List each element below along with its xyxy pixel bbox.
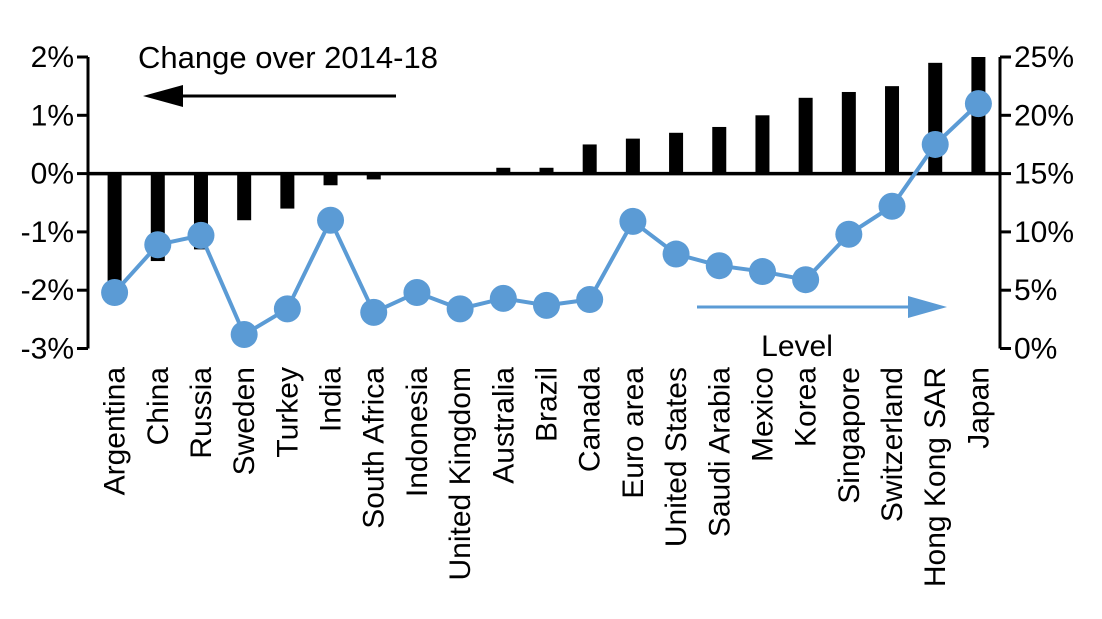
bar — [798, 97, 813, 174]
bar — [237, 173, 252, 221]
level-marker — [144, 231, 172, 259]
bar — [323, 173, 338, 186]
bar — [366, 173, 381, 180]
level-marker — [101, 279, 129, 307]
category-label: Saudi Arabia — [703, 367, 736, 537]
category-label: Canada — [574, 367, 607, 472]
level-marker — [964, 90, 992, 118]
level-marker — [835, 220, 863, 248]
left-arrow-icon — [143, 85, 183, 107]
category-label: United Kingdom — [444, 367, 477, 580]
left-axis-tick-label: -2% — [21, 274, 74, 307]
category-label: Australia — [487, 367, 520, 484]
category-label: Japan — [962, 367, 995, 449]
left-axis-tick-label: 1% — [31, 99, 74, 132]
level-marker — [489, 284, 517, 312]
level-marker — [403, 279, 431, 307]
category-label: Indonesia — [401, 367, 434, 497]
level-marker — [533, 291, 560, 319]
bar — [841, 91, 856, 174]
level-marker — [878, 192, 906, 220]
bar — [885, 86, 900, 174]
bar — [280, 173, 295, 209]
category-label: South Africa — [358, 367, 391, 529]
level-marker — [792, 266, 820, 294]
level-marker — [360, 298, 388, 326]
category-label: Hong Kong SAR — [919, 367, 952, 587]
level-marker — [921, 130, 949, 158]
left-axis-tick-label: 0% — [31, 158, 74, 191]
level-marker — [187, 221, 215, 249]
level-marker — [273, 295, 301, 323]
level-marker — [317, 206, 345, 234]
category-label: Korea — [790, 367, 823, 447]
level-marker — [705, 252, 733, 280]
category-label: Brazil — [531, 367, 564, 442]
category-label: Russia — [185, 367, 218, 459]
level-marker — [230, 321, 258, 349]
bar — [539, 167, 554, 174]
category-label: China — [142, 367, 175, 446]
bar — [669, 132, 684, 174]
bar — [496, 167, 511, 174]
level-marker — [446, 295, 474, 323]
right-axis-tick-label: 20% — [1014, 99, 1074, 132]
category-label: Mexico — [746, 367, 779, 462]
left-axis-tick-label: -1% — [21, 216, 74, 249]
bar-series-annotation-label: Change over 2014-18 — [138, 40, 438, 75]
level-marker — [619, 207, 647, 235]
category-label: Turkey — [271, 367, 304, 458]
left-axis-tick-label: 2% — [31, 41, 74, 74]
bar — [625, 138, 640, 174]
bar — [755, 115, 770, 174]
level-marker — [576, 286, 604, 314]
bar — [712, 126, 727, 174]
right-axis-tick-label: 25% — [1014, 41, 1074, 74]
line-series-annotation-label: Level — [761, 330, 833, 363]
category-label: Argentina — [99, 367, 132, 496]
right-axis-tick-label: 5% — [1014, 274, 1057, 307]
category-label: India — [315, 367, 348, 432]
category-label: Switzerland — [876, 367, 909, 522]
right-axis-tick-label: 15% — [1014, 158, 1074, 191]
right-axis-tick-label: 10% — [1014, 216, 1074, 249]
bar — [582, 144, 597, 174]
category-label: United States — [660, 367, 693, 547]
category-label: Euro area — [617, 367, 650, 499]
bar — [107, 173, 122, 285]
level-marker — [748, 258, 776, 286]
right-arrow-icon — [908, 296, 947, 318]
level-marker — [662, 240, 690, 268]
right-axis-tick-label: 0% — [1014, 333, 1057, 366]
category-label: Sweden — [228, 367, 261, 475]
left-axis-tick-label: -3% — [21, 333, 74, 366]
category-label: Singapore — [833, 367, 866, 504]
